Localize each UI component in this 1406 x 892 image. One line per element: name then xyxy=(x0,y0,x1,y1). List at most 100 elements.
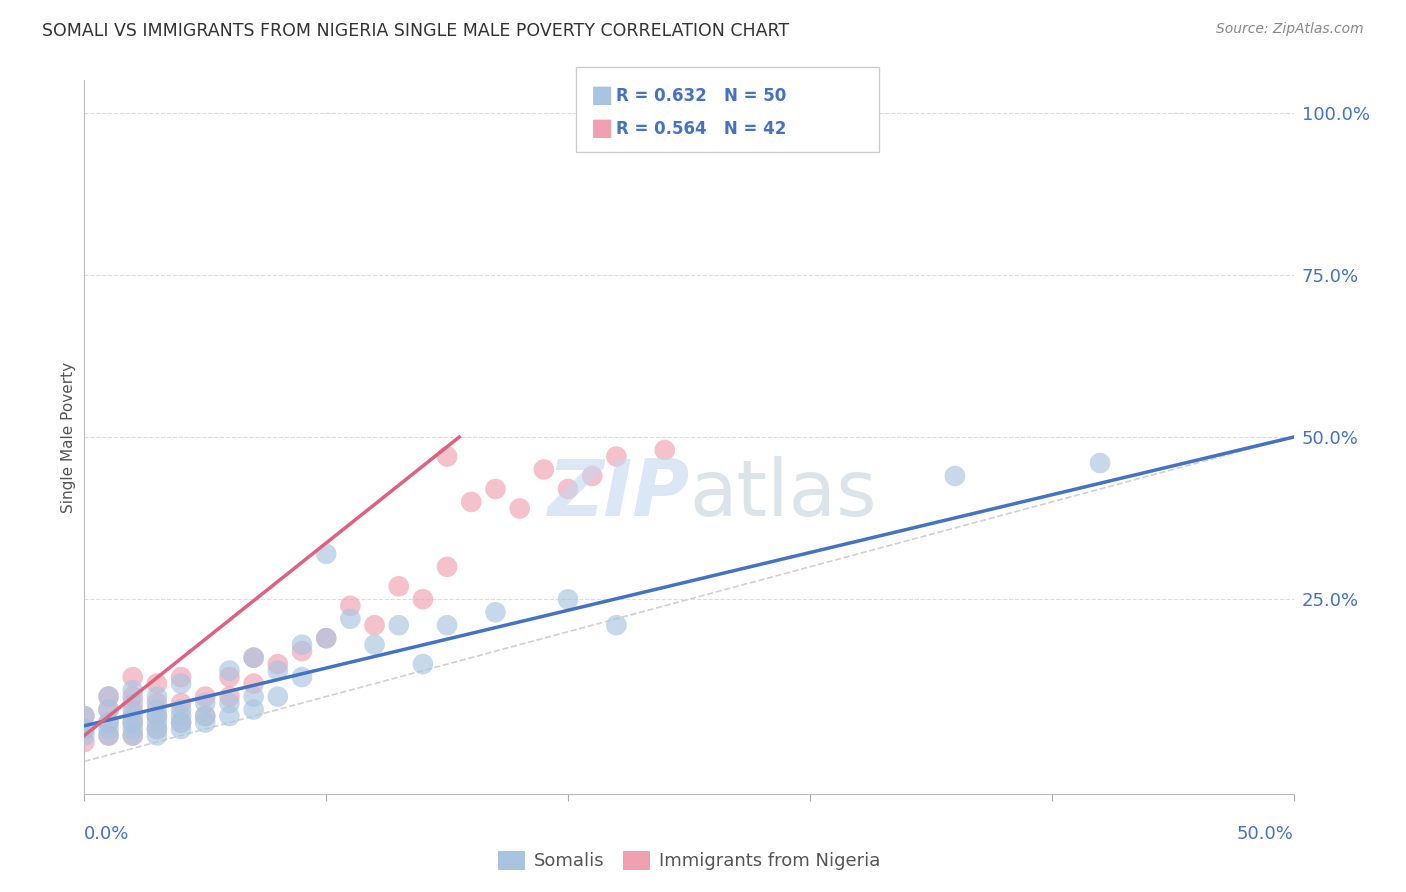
Point xyxy=(194,715,217,730)
Point xyxy=(267,657,290,672)
Point xyxy=(194,690,217,704)
Point xyxy=(291,644,314,658)
Point xyxy=(242,702,264,716)
Point xyxy=(218,690,240,704)
Point xyxy=(339,599,361,613)
Point xyxy=(73,722,96,736)
Point xyxy=(242,690,264,704)
Point xyxy=(170,709,193,723)
Point xyxy=(267,690,290,704)
Point xyxy=(484,605,506,619)
Point xyxy=(557,482,579,496)
Point xyxy=(194,696,217,710)
Point xyxy=(97,729,120,743)
Point xyxy=(218,664,240,678)
Point xyxy=(242,650,264,665)
Point xyxy=(146,690,169,704)
Point xyxy=(291,670,314,684)
Point xyxy=(436,618,458,632)
Point xyxy=(146,722,169,736)
Point xyxy=(121,715,143,730)
Text: 50.0%: 50.0% xyxy=(1237,825,1294,843)
Point xyxy=(242,676,264,690)
Text: ■: ■ xyxy=(591,116,613,140)
Point xyxy=(315,631,337,645)
Point xyxy=(315,547,337,561)
Point xyxy=(291,638,314,652)
Point xyxy=(605,450,627,464)
Point xyxy=(557,592,579,607)
Point xyxy=(121,683,143,698)
Text: R = 0.632   N = 50: R = 0.632 N = 50 xyxy=(616,87,786,104)
Point xyxy=(170,670,193,684)
Point xyxy=(146,729,169,743)
Text: 0.0%: 0.0% xyxy=(84,825,129,843)
Point xyxy=(121,729,143,743)
Text: ■: ■ xyxy=(591,83,613,107)
Point xyxy=(146,722,169,736)
Point xyxy=(73,709,96,723)
Point xyxy=(267,664,290,678)
Point xyxy=(146,696,169,710)
Point xyxy=(218,696,240,710)
Point xyxy=(121,715,143,730)
Point xyxy=(509,501,531,516)
Point xyxy=(170,696,193,710)
Point xyxy=(581,469,603,483)
Point xyxy=(121,696,143,710)
Point xyxy=(121,670,143,684)
Point xyxy=(1088,456,1111,470)
Point xyxy=(363,638,385,652)
Point xyxy=(363,618,385,632)
Point xyxy=(146,709,169,723)
Point xyxy=(73,709,96,723)
Point xyxy=(73,735,96,749)
Point xyxy=(97,729,120,743)
Point xyxy=(436,559,458,574)
Text: atlas: atlas xyxy=(689,456,876,533)
Point xyxy=(146,715,169,730)
Point xyxy=(218,670,240,684)
Point xyxy=(412,592,434,607)
Point xyxy=(388,618,411,632)
Point xyxy=(339,612,361,626)
Point xyxy=(97,715,120,730)
Point xyxy=(97,690,120,704)
Point xyxy=(460,495,482,509)
Point xyxy=(412,657,434,672)
Point xyxy=(97,722,120,736)
Point xyxy=(121,690,143,704)
Point xyxy=(484,482,506,496)
Point xyxy=(121,729,143,743)
Text: SOMALI VS IMMIGRANTS FROM NIGERIA SINGLE MALE POVERTY CORRELATION CHART: SOMALI VS IMMIGRANTS FROM NIGERIA SINGLE… xyxy=(42,22,789,40)
Point xyxy=(170,702,193,716)
Point xyxy=(170,722,193,736)
Point xyxy=(97,715,120,730)
Point xyxy=(73,722,96,736)
Point xyxy=(218,709,240,723)
Point xyxy=(73,729,96,743)
Legend: Somalis, Immigrants from Nigeria: Somalis, Immigrants from Nigeria xyxy=(491,844,887,878)
Point xyxy=(436,450,458,464)
Point xyxy=(943,469,966,483)
Point xyxy=(533,462,555,476)
Point xyxy=(194,709,217,723)
Point xyxy=(97,702,120,716)
Point xyxy=(170,715,193,730)
Y-axis label: Single Male Poverty: Single Male Poverty xyxy=(60,361,76,513)
Point xyxy=(146,702,169,716)
Point xyxy=(97,690,120,704)
Point xyxy=(388,579,411,593)
Point xyxy=(605,618,627,632)
Point xyxy=(242,650,264,665)
Point xyxy=(315,631,337,645)
Point xyxy=(170,715,193,730)
Point xyxy=(121,709,143,723)
Point xyxy=(146,709,169,723)
Point xyxy=(97,702,120,716)
Point xyxy=(146,676,169,690)
Point xyxy=(121,702,143,716)
Text: ZIP: ZIP xyxy=(547,456,689,533)
Point xyxy=(654,443,676,458)
Text: R = 0.564   N = 42: R = 0.564 N = 42 xyxy=(616,120,786,137)
